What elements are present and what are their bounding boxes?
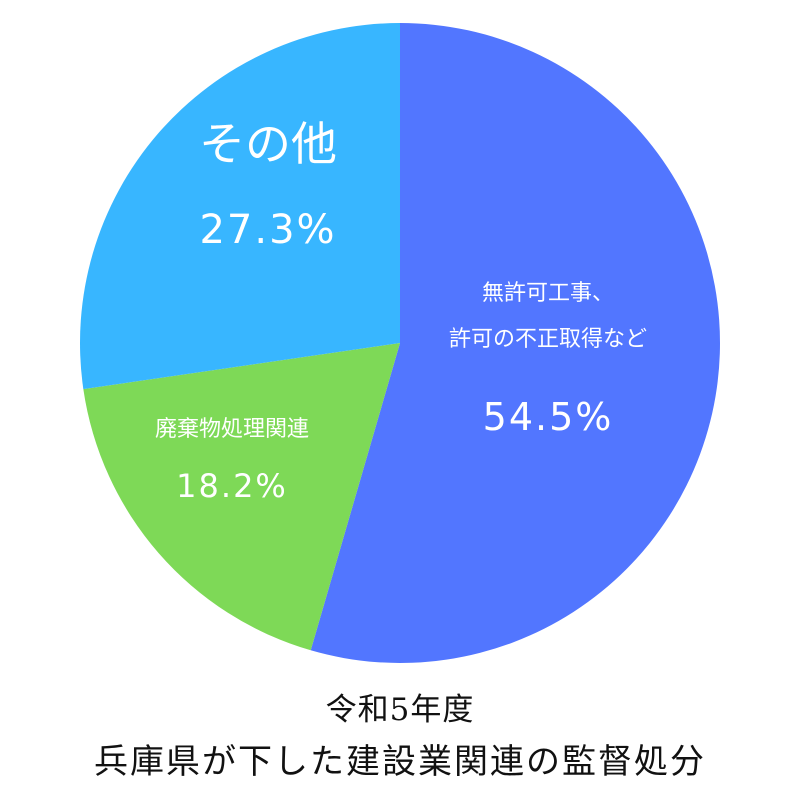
caption-title: 兵庫県が下した建設業関連の監督処分: [94, 742, 706, 782]
slice-value-other: 27.3%: [199, 207, 336, 253]
slice-label-other: その他: [199, 117, 337, 171]
pie-slice-permit: [310, 23, 720, 663]
caption-year: 令和5年度: [325, 692, 475, 728]
slice-label-permit-line-2: 許可の不正取得など: [449, 327, 647, 352]
slice-value-waste: 18.2%: [176, 467, 288, 505]
pie-slice-waste: [83, 343, 401, 651]
slice-label-permit-line-1: 無許可工事、: [482, 281, 614, 306]
pie-slice-other: [80, 23, 400, 390]
slice-label-waste: 廃棄物処理関連: [155, 417, 309, 442]
slice-value-permit: 54.5%: [483, 395, 614, 439]
